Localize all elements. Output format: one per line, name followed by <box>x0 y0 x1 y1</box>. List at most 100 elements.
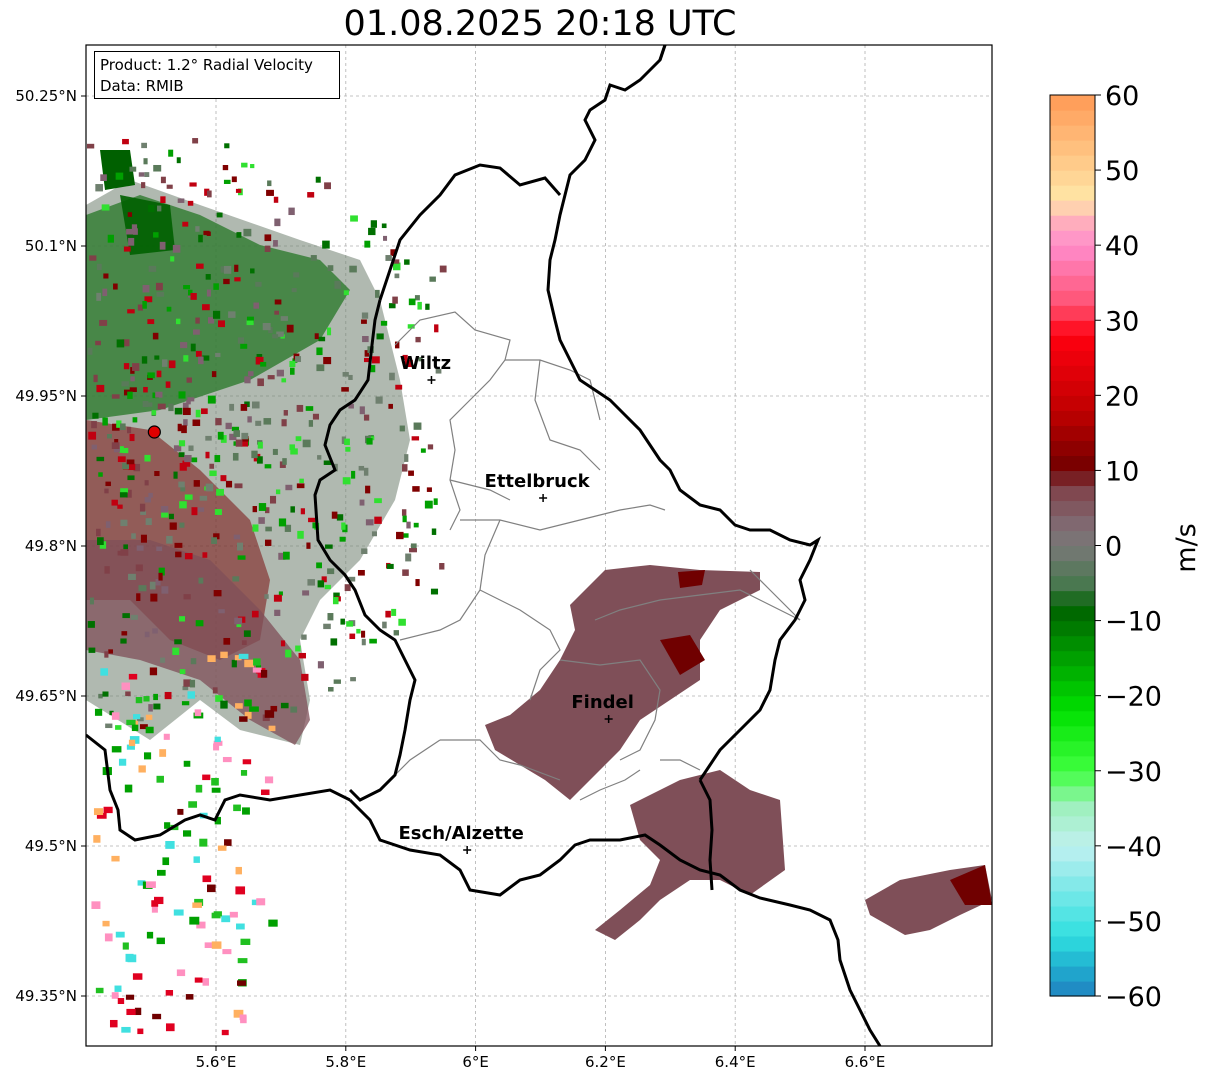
echo-speckle <box>119 446 124 453</box>
echo-speckle <box>191 507 198 516</box>
echo-speckle <box>123 363 130 370</box>
echo-speckle <box>178 481 185 488</box>
echo-speckle <box>266 189 274 196</box>
echo-speckle <box>302 590 310 596</box>
echo-speckle <box>102 920 110 927</box>
echo-speckle <box>405 553 412 562</box>
echo-speckle <box>87 143 95 149</box>
echo-speckle <box>222 756 232 763</box>
colorbar-band <box>1050 530 1095 547</box>
echo-speckle <box>398 618 406 626</box>
echo-speckle <box>143 386 148 393</box>
echo-speckle <box>111 442 120 450</box>
echo-speckle <box>91 901 101 909</box>
echo-speckle <box>135 564 143 572</box>
echo-speckle <box>192 902 202 908</box>
echo-speckle <box>402 515 407 523</box>
echo-speckle <box>209 470 217 477</box>
echo-speckle <box>91 444 98 450</box>
echo-cell-dark-red <box>660 635 705 675</box>
echo-speckle <box>183 679 192 687</box>
echo-speckle <box>122 462 130 470</box>
city-markers: Wiltz Ettelbruck Findel Esch/Alzette <box>399 353 634 854</box>
colorbar-band <box>1050 245 1095 261</box>
echo-speckle <box>179 522 185 528</box>
echo-speckle <box>325 544 333 549</box>
echo-speckle <box>264 539 272 546</box>
echo-speckle <box>415 336 421 343</box>
colorbar-band <box>1050 470 1095 487</box>
echo-speckle <box>127 426 132 434</box>
echo-speckle <box>175 551 182 558</box>
echo-speckle <box>345 446 351 452</box>
echo-speckle <box>229 433 237 441</box>
echo-speckle <box>349 265 357 273</box>
echo-speckle <box>240 938 251 945</box>
echo-speckle <box>125 691 131 697</box>
echo-speckle <box>235 439 243 447</box>
echo-speckle <box>298 652 306 659</box>
echo-speckle <box>138 172 145 177</box>
echo-speckle <box>190 293 197 300</box>
echo-speckle <box>120 549 129 556</box>
echo-speckle <box>425 303 430 310</box>
echo-speckle <box>248 371 254 377</box>
colorbar-band <box>1050 365 1095 381</box>
echo-speckle <box>382 621 387 629</box>
echo-speckle <box>145 726 154 734</box>
echo-speckles <box>87 138 447 1036</box>
echo-speckle <box>278 591 283 596</box>
echo-speckle <box>93 808 104 816</box>
echo-speckle <box>236 232 242 238</box>
echo-speckle <box>273 240 278 247</box>
echo-speckle <box>312 413 320 420</box>
echo-speckle <box>386 563 394 569</box>
echo-speckle <box>242 807 250 815</box>
echo-speckle <box>141 142 148 149</box>
echo-speckle <box>173 445 182 452</box>
echo-speckle <box>152 1013 162 1020</box>
echo-speckle <box>396 531 404 540</box>
echo-speckle <box>183 285 191 290</box>
echo-speckle <box>130 614 138 620</box>
echo-speckle <box>121 1026 131 1033</box>
echo-speckle <box>236 542 244 551</box>
echo-speckle <box>126 1008 136 1016</box>
echo-speckle <box>258 503 267 511</box>
echo-speckle <box>127 212 133 217</box>
echo-speckle <box>109 710 114 716</box>
echo-speckle <box>316 562 322 569</box>
echo-speckle <box>361 312 369 319</box>
echo-speckle <box>381 223 387 229</box>
echo-speckle <box>102 417 108 426</box>
echo-speckle <box>253 658 261 666</box>
echo-speckle <box>189 182 197 187</box>
echo-speckle <box>237 337 244 344</box>
echo-speckle <box>392 296 398 304</box>
colorbar-tick-label: 50 <box>1105 156 1139 187</box>
lat-tick-label: 50.25°N <box>15 87 77 105</box>
echo-speckle <box>246 320 254 326</box>
echo-speckle <box>104 933 113 942</box>
echo-speckle <box>282 458 287 465</box>
echo-speckle <box>356 628 361 634</box>
echo-speckle <box>179 462 187 471</box>
echo-speckle <box>129 433 135 442</box>
echo-speckle <box>211 787 221 793</box>
echo-speckle <box>95 184 103 192</box>
echo-speckle <box>144 480 149 486</box>
echo-speckle <box>137 880 146 886</box>
echo-speckle <box>240 404 248 411</box>
echo-speckle <box>177 198 185 203</box>
echo-speckle <box>178 440 186 447</box>
colorbar-band <box>1050 950 1095 967</box>
echo-speckle <box>223 265 232 274</box>
colorbar-ticks: 60 50 40 30 20 10 0 −10 −20 −30 −40 −50 −60 <box>1095 81 1162 1013</box>
echo-speckle <box>126 228 134 235</box>
echo-speckle <box>321 576 327 583</box>
echo-speckle <box>173 909 184 916</box>
colorbar-band <box>1050 95 1095 111</box>
echo-speckle <box>395 384 403 390</box>
echo-speckle <box>252 506 258 513</box>
echo-speckle <box>362 336 369 343</box>
